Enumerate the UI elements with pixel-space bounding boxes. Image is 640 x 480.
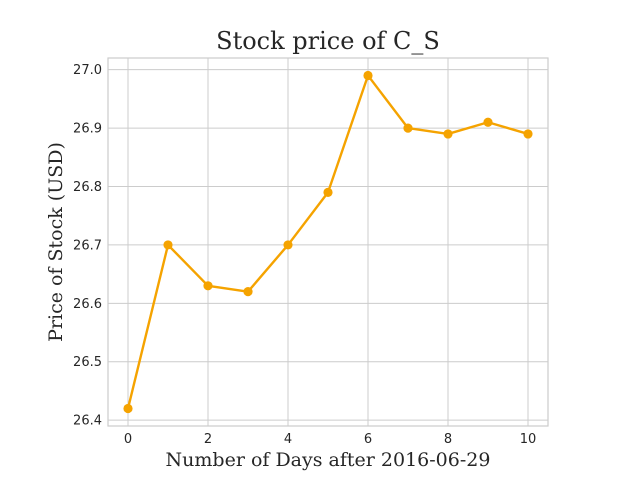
x-tick-label: 10 [520, 432, 537, 447]
data-point [203, 281, 213, 291]
data-point [363, 70, 373, 81]
y-tick-label: 26.5 [73, 355, 102, 370]
data-point [523, 129, 533, 139]
data-point [483, 117, 493, 127]
x-tick-label: 4 [284, 432, 292, 447]
y-tick-label: 26.4 [73, 414, 102, 429]
y-tick-label: 26.7 [73, 238, 102, 253]
x-tick-label: 6 [364, 432, 372, 447]
series-layer [123, 70, 533, 414]
chart-title: Stock price of C_S [216, 27, 440, 55]
x-tick-label: 0 [124, 432, 132, 447]
x-axis-label: Number of Days after 2016-06-29 [166, 449, 491, 471]
data-point [243, 287, 253, 297]
data-point [443, 129, 453, 139]
y-tick-label: 26.9 [73, 122, 102, 137]
data-point [163, 240, 173, 250]
data-point [123, 403, 133, 414]
plot-frame [107, 57, 549, 427]
plot-background [108, 58, 548, 426]
data-point [403, 123, 413, 133]
x-tick-label: 2 [204, 432, 212, 447]
x-tick-label: 8 [444, 432, 452, 447]
y-tick-label: 26.6 [73, 297, 102, 312]
data-point [283, 240, 293, 250]
y-axis-label: Price of Stock (USD) [45, 142, 67, 342]
y-axis-ticks: 26.4 26.5 26.6 26.7 26.8 26.9 27.0 [73, 63, 102, 428]
y-tick-label: 26.8 [73, 180, 102, 195]
x-axis-ticks: 0 2 4 6 8 10 [124, 432, 536, 447]
plot-area [107, 57, 549, 427]
y-tick-label: 27.0 [73, 63, 102, 78]
data-point [323, 187, 333, 197]
